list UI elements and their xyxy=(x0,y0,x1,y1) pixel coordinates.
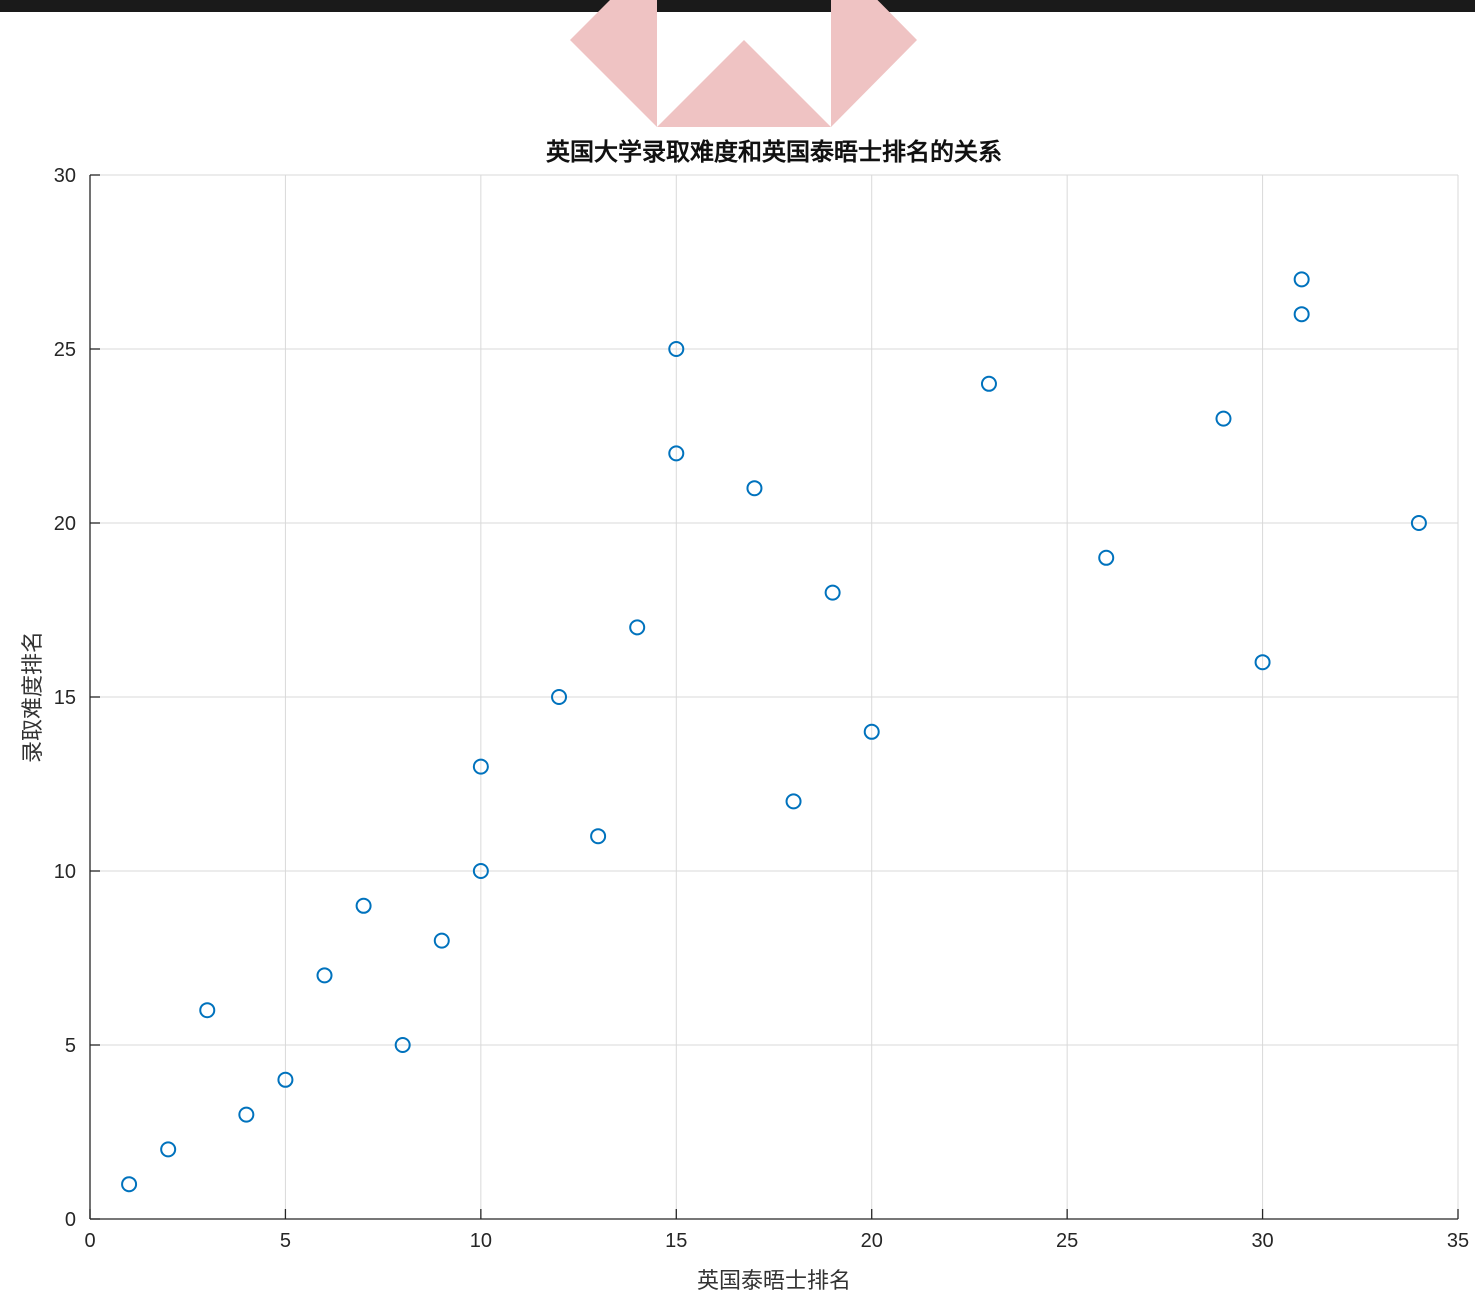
data-point xyxy=(668,445,685,462)
data-point xyxy=(1293,271,1310,288)
data-point xyxy=(1098,549,1115,566)
data-point xyxy=(1254,654,1271,671)
data-point xyxy=(1215,410,1232,427)
y-tick-label: 10 xyxy=(54,861,76,883)
data-point xyxy=(1293,306,1310,323)
data-point xyxy=(199,1002,216,1019)
data-point xyxy=(980,375,997,392)
data-point xyxy=(551,689,568,705)
data-point xyxy=(160,1141,177,1158)
data-point xyxy=(277,1071,294,1088)
data-point xyxy=(785,793,802,810)
data-point xyxy=(433,932,450,949)
data-point xyxy=(238,1106,255,1123)
x-tick-label: 15 xyxy=(665,1230,687,1252)
x-tick-label: 0 xyxy=(84,1230,95,1252)
data-point xyxy=(355,897,372,914)
data-point xyxy=(1410,515,1427,531)
data-point xyxy=(472,758,489,775)
data-point xyxy=(121,1176,138,1193)
chart-title: 英国大学录取难度和英国泰晤士排名的关系 xyxy=(546,137,1002,166)
x-tick-label: 25 xyxy=(1056,1230,1078,1252)
x-tick-label: 35 xyxy=(1447,1230,1469,1252)
data-points xyxy=(121,271,1427,1193)
data-point xyxy=(668,341,685,357)
y-tick-label: 15 xyxy=(54,687,76,709)
y-axis-label: 录取难度排名 xyxy=(21,631,46,763)
header-strip xyxy=(0,0,1475,12)
data-point xyxy=(590,828,607,845)
data-point xyxy=(316,967,333,984)
x-tick-label: 30 xyxy=(1251,1230,1273,1252)
data-point xyxy=(824,584,841,601)
data-point xyxy=(394,1037,411,1053)
data-point xyxy=(863,723,880,740)
x-axis-label: 英国泰晤士排名 xyxy=(697,1269,851,1292)
x-tick-label: 20 xyxy=(861,1230,883,1252)
ticks: 0 5 10 15 20 25 30 35 0 5 10 15 20 25 30 xyxy=(54,165,1469,1252)
x-tick-label: 5 xyxy=(280,1230,291,1252)
y-tick-label: 5 xyxy=(65,1035,76,1057)
y-tick-label: 25 xyxy=(54,339,76,361)
data-point xyxy=(746,480,763,497)
y-tick-label: 30 xyxy=(54,165,76,187)
y-tick-label: 0 xyxy=(65,1209,76,1231)
y-tick-label: 20 xyxy=(54,513,76,535)
x-tick-label: 10 xyxy=(470,1230,492,1252)
data-point xyxy=(472,863,489,879)
data-point xyxy=(629,619,646,636)
